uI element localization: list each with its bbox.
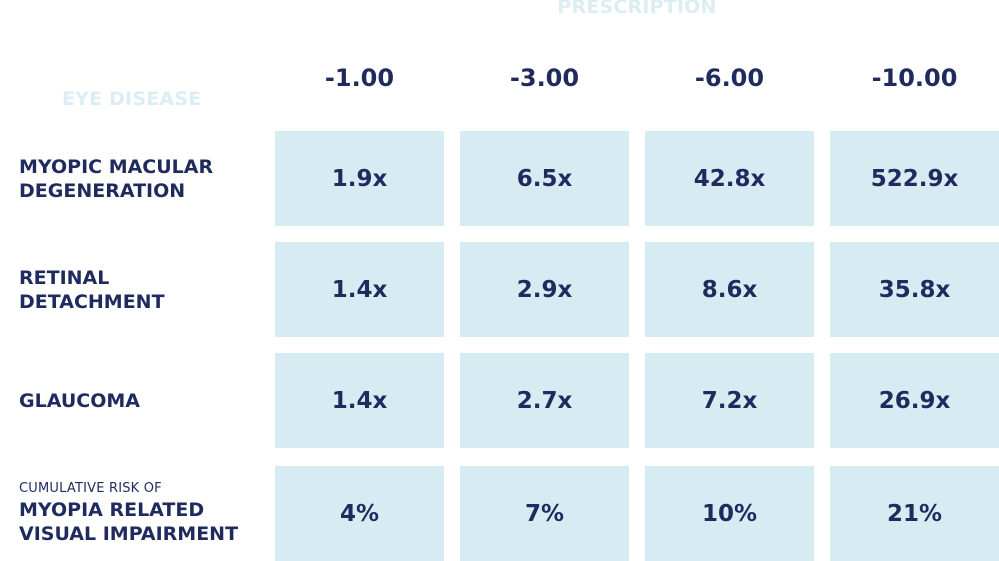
risk-cell: 21% [830, 466, 999, 561]
risk-cell: 4% [275, 466, 444, 561]
column-header-4: -10.00 [871, 64, 958, 92]
row-label-small: CUMULATIVE RISK OF [19, 481, 162, 496]
row-label-retinal-detachment: RETINAL DETACHMENT [19, 266, 165, 314]
risk-cell: 1.9x [275, 131, 444, 226]
risk-cell: 7% [460, 466, 629, 561]
risk-cell: 7.2x [645, 353, 814, 448]
column-header-2: -3.00 [509, 64, 580, 92]
column-header-3: -6.00 [694, 64, 765, 92]
risk-cell: 2.9x [460, 242, 629, 337]
row-label-line: MYOPIC MACULAR [19, 156, 214, 178]
row-label-line: VISUAL IMPAIRMENT [19, 523, 239, 545]
risk-cell: 1.4x [275, 353, 444, 448]
risk-cell: 35.8x [830, 242, 999, 337]
risk-cell: 6.5x [460, 131, 629, 226]
row-label-line: DEGENERATION [19, 180, 186, 202]
risk-cell: 10% [645, 466, 814, 561]
risk-cell: 8.6x [645, 242, 814, 337]
row-label-line: GLAUCOMA [19, 390, 140, 412]
risk-cell: 26.9x [830, 353, 999, 448]
row-label-myopic-macular-degeneration: MYOPIC MACULAR DEGENERATION [19, 155, 213, 203]
prescription-header: PRESCRIPTION [557, 0, 717, 18]
risk-cell: 42.8x [645, 131, 814, 226]
risk-cell: 522.9x [830, 131, 999, 226]
row-label-line: MYOPIA RELATED [19, 499, 205, 521]
risk-cell: 1.4x [275, 242, 444, 337]
eye-disease-header: EYE DISEASE [62, 88, 202, 110]
risk-cell: 2.7x [460, 353, 629, 448]
row-label-line: RETINAL [19, 267, 110, 289]
row-label-myopia-visual-impairment: CUMULATIVE RISK OF MYOPIA RELATED VISUAL… [19, 480, 238, 546]
row-label-glaucoma: GLAUCOMA [19, 389, 140, 413]
row-label-line: DETACHMENT [19, 291, 165, 313]
column-header-1: -1.00 [324, 64, 395, 92]
